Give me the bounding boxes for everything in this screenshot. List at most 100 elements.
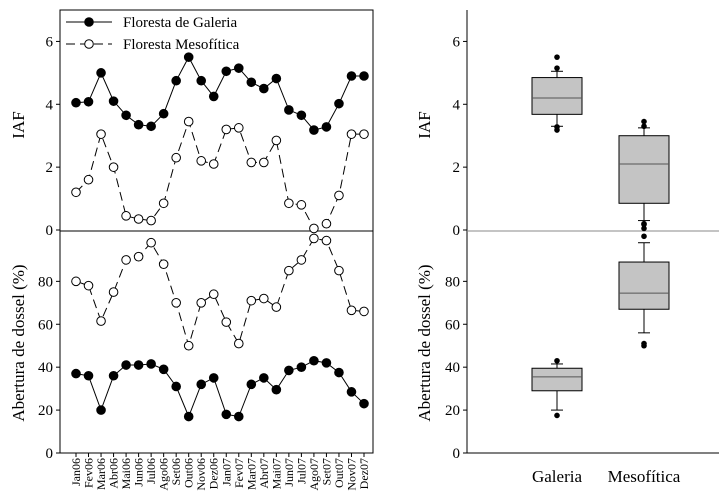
month-label: Jun07 bbox=[282, 458, 296, 487]
left-top-point-galeria bbox=[171, 75, 181, 86]
left-bottom-point-mesofitica bbox=[121, 255, 131, 265]
left-top-point-mesofitica bbox=[359, 129, 369, 139]
left-top-point-mesofitica bbox=[171, 152, 181, 163]
left-bottom-point-mesofitica bbox=[71, 276, 81, 287]
legend-label: Floresta Mesofítica bbox=[123, 37, 240, 53]
left-bottom-point-mesofitica bbox=[246, 295, 257, 306]
left-bottom-point-mesofitica bbox=[296, 255, 307, 265]
left-top-point-galeria bbox=[96, 68, 106, 78]
left-bottom-point-galeria bbox=[346, 387, 357, 397]
left-top-point-galeria bbox=[158, 108, 169, 119]
left-top-point-mesofitica bbox=[233, 123, 244, 133]
left-bottom-point-galeria bbox=[71, 368, 81, 379]
right-top-box-mesofitica bbox=[618, 118, 670, 232]
month-label: Out06 bbox=[182, 458, 196, 488]
box-iqr bbox=[618, 135, 670, 204]
left-top-point-mesofitica bbox=[334, 190, 344, 201]
left-bottom-point-galeria bbox=[196, 379, 207, 390]
left-top-series-galeria-line bbox=[75, 56, 364, 131]
right-bottom-ytick-label: 20 bbox=[445, 403, 460, 419]
left-top-point-mesofitica bbox=[83, 174, 94, 185]
left-top-point-mesofitica bbox=[346, 129, 357, 139]
box-iqr bbox=[531, 77, 583, 115]
box-outlier bbox=[641, 233, 647, 240]
left-bottom-series-galeria-line bbox=[75, 360, 365, 418]
left-bottom-point-galeria bbox=[158, 364, 169, 375]
left-bottom-point-mesofitica bbox=[271, 302, 282, 312]
month-label: Mai07 bbox=[269, 458, 283, 489]
left-bottom-ytick-label: 0 bbox=[46, 446, 54, 462]
left-top-point-galeria bbox=[71, 97, 81, 108]
left-top-point-mesofitica bbox=[221, 124, 232, 135]
left-top-point-galeria bbox=[196, 75, 207, 86]
left-top-ytick-label: 0 bbox=[46, 223, 54, 239]
month-label: Fev07 bbox=[232, 458, 246, 488]
box-outlier bbox=[554, 357, 560, 364]
left-bottom-point-mesofitica bbox=[146, 237, 156, 248]
left-top-point-mesofitica bbox=[271, 135, 282, 146]
left-bottom-ytick-label: 80 bbox=[38, 274, 53, 290]
left-top-point-galeria bbox=[108, 96, 119, 106]
right-bottom-box-mesofitica bbox=[618, 233, 670, 349]
left-top-point-galeria bbox=[259, 83, 269, 94]
left-top-ytick-label: 2 bbox=[46, 160, 54, 176]
left-bottom-point-galeria bbox=[183, 411, 194, 422]
left-bottom-point-galeria bbox=[208, 373, 219, 383]
right-top-ytick-label: 6 bbox=[453, 34, 461, 50]
left-top-point-galeria bbox=[321, 122, 332, 132]
left-bottom-point-galeria bbox=[233, 411, 244, 422]
left-top-point-mesofitica bbox=[96, 129, 106, 139]
left-bottom-point-mesofitica bbox=[334, 265, 344, 276]
right-top-ytick-label: 2 bbox=[453, 160, 461, 176]
left-bottom-point-mesofitica bbox=[183, 340, 194, 351]
right-top-ytick-label: 0 bbox=[453, 223, 461, 239]
month-label: Nov07 bbox=[344, 458, 358, 491]
left-bottom-point-galeria bbox=[146, 359, 156, 369]
left-top-point-mesofitica bbox=[208, 159, 219, 169]
box-outlier bbox=[554, 54, 560, 60]
left-top-point-mesofitica bbox=[296, 200, 307, 210]
left-top-point-galeria bbox=[359, 71, 369, 81]
left-top-point-galeria bbox=[121, 110, 131, 121]
month-label: Jun06 bbox=[132, 458, 146, 487]
box-outlier bbox=[641, 118, 647, 125]
legend-label: Floresta de Galeria bbox=[123, 15, 237, 31]
left-bottom-point-galeria bbox=[246, 379, 257, 390]
left-top-point-mesofitica bbox=[309, 223, 319, 234]
month-label: Jan07 bbox=[219, 458, 233, 486]
left-bottom-point-galeria bbox=[121, 360, 131, 370]
box-outlier bbox=[554, 65, 560, 71]
box-category-label: Galeria bbox=[532, 467, 582, 486]
legend-marker bbox=[84, 39, 94, 49]
left-bottom-point-galeria bbox=[334, 367, 344, 378]
left-bottom-ytick-label: 40 bbox=[38, 360, 53, 376]
left-top-point-mesofitica bbox=[133, 214, 144, 224]
left-bottom-point-mesofitica bbox=[171, 298, 181, 308]
left-bottom-point-mesofitica bbox=[309, 233, 319, 244]
left-top-point-galeria bbox=[309, 125, 319, 135]
right-bottom-box-galeria bbox=[531, 357, 583, 419]
left-top-point-galeria bbox=[296, 110, 307, 121]
left-top-point-galeria bbox=[271, 73, 282, 84]
left-top-point-mesofitica bbox=[284, 198, 294, 209]
right-top-ytick-label: 4 bbox=[453, 97, 461, 113]
month-label: Nov06 bbox=[194, 458, 208, 491]
left-bottom-point-mesofitica bbox=[108, 287, 119, 297]
left-bottom-point-galeria bbox=[259, 373, 269, 383]
month-label: Mai06 bbox=[119, 458, 133, 489]
left-bottom-point-galeria bbox=[108, 370, 119, 381]
month-label: Ago07 bbox=[307, 458, 321, 491]
month-label: Jul07 bbox=[294, 458, 308, 484]
left-top-point-galeria bbox=[233, 63, 244, 73]
month-label: Abr07 bbox=[257, 458, 271, 489]
left-bottom-point-galeria bbox=[284, 365, 294, 376]
left-top-point-galeria bbox=[133, 119, 144, 130]
left-bottom-point-galeria bbox=[321, 358, 332, 368]
box-outlier bbox=[554, 412, 560, 419]
month-label: Dez06 bbox=[207, 458, 221, 489]
left-bottom-point-galeria bbox=[296, 362, 307, 372]
left-top-point-galeria bbox=[284, 105, 294, 115]
legend: Floresta de Galeria Floresta Mesofítica bbox=[66, 15, 240, 53]
left-top-point-mesofitica bbox=[259, 157, 269, 168]
